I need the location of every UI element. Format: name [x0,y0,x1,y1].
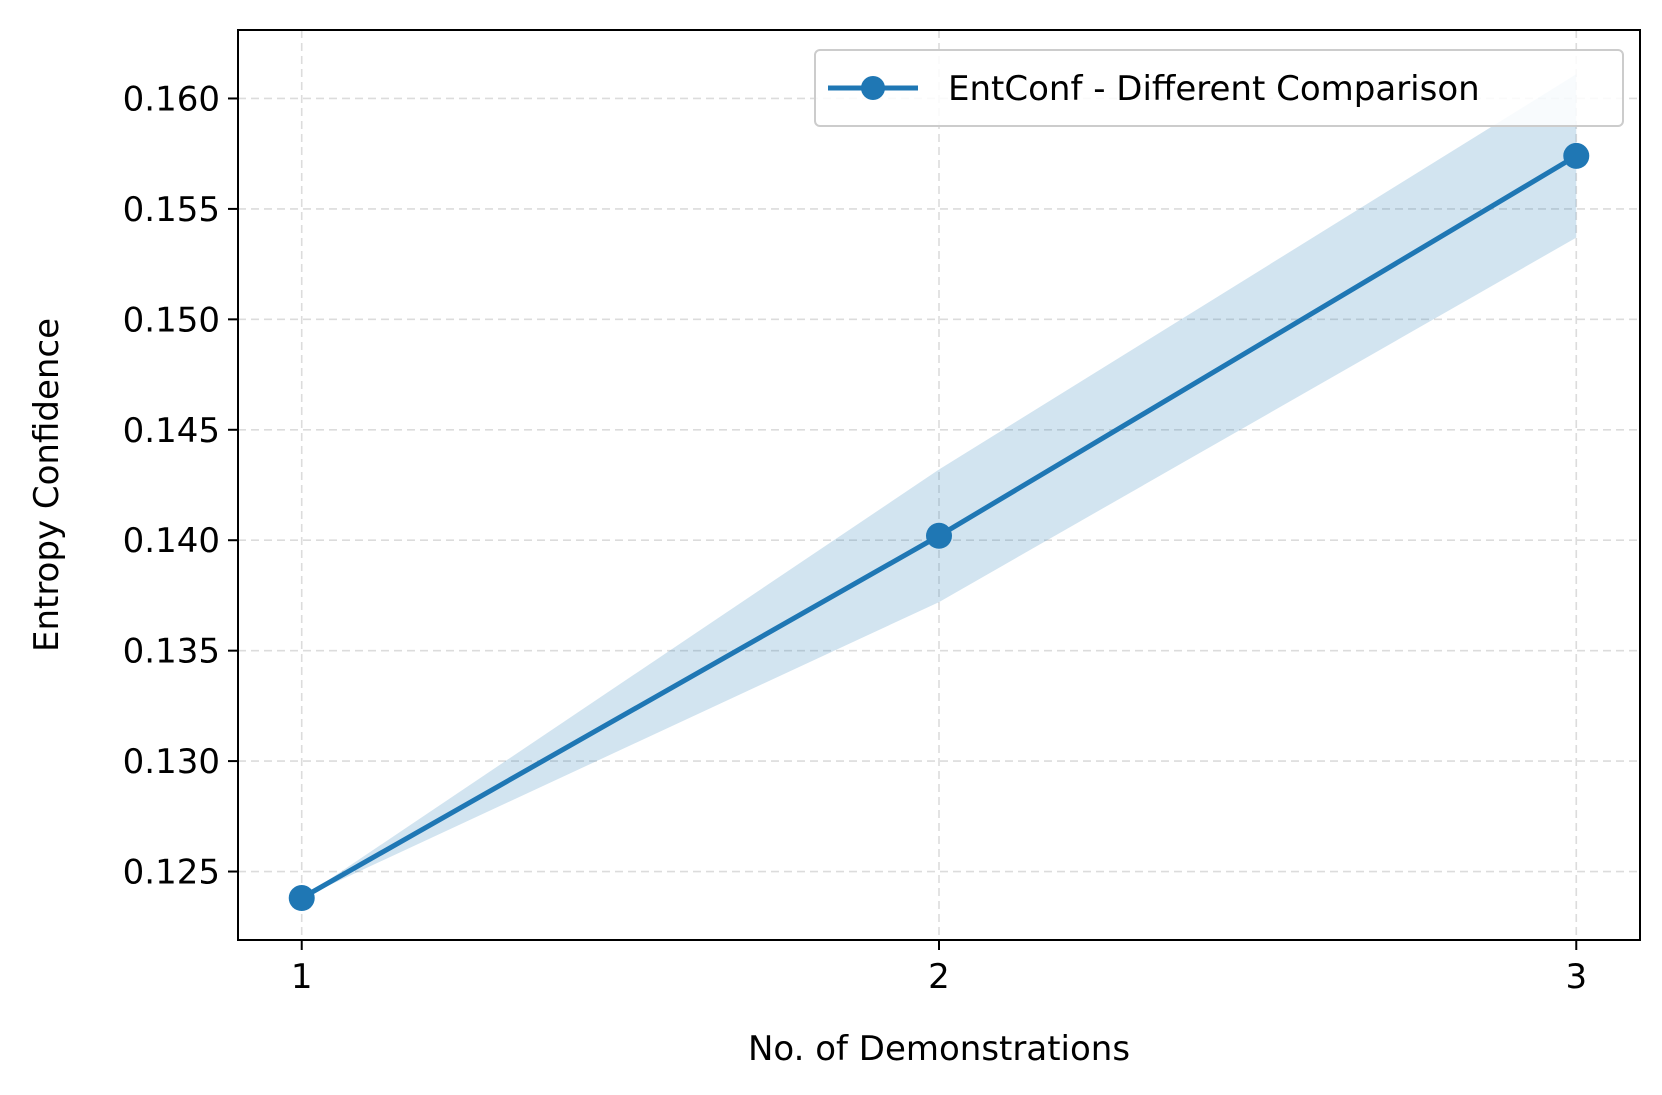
grid [238,30,1640,940]
axis-ticks: 1 2 3 0.125 0.130 0.135 0.140 0.145 0.150 0.155 0.… [123,79,1587,997]
y-tick-label: 0.145 [123,411,220,451]
legend-marker-swatch [861,76,885,100]
y-tick-label: 0.155 [123,190,220,230]
confidence-band-layer [301,74,1577,899]
x-axis-label: No. of Demonstrations [748,1029,1130,1069]
x-tick-label: 3 [1565,957,1587,997]
y-tick-label: 0.150 [123,300,220,340]
y-tick-label: 0.125 [123,853,220,893]
y-tick-label: 0.130 [123,742,220,782]
y-tick-label: 0.135 [123,632,220,672]
y-tick-label: 0.140 [123,521,220,561]
legend-box [814,49,1624,127]
legend-entry-label: EntConf - Different Comparison [948,69,1480,109]
data-point [288,885,315,912]
series-marker-layer [288,142,1590,912]
data-point [1563,142,1590,169]
confidence-band [301,74,1577,899]
legend: EntConf - Different Comparison [814,49,1624,127]
y-tick-label: 0.160 [123,79,220,119]
x-tick-label: 2 [928,957,950,997]
x-tick-label: 1 [291,957,313,997]
y-axis-label: Entropy Confidence [27,318,67,652]
data-point [926,522,952,549]
